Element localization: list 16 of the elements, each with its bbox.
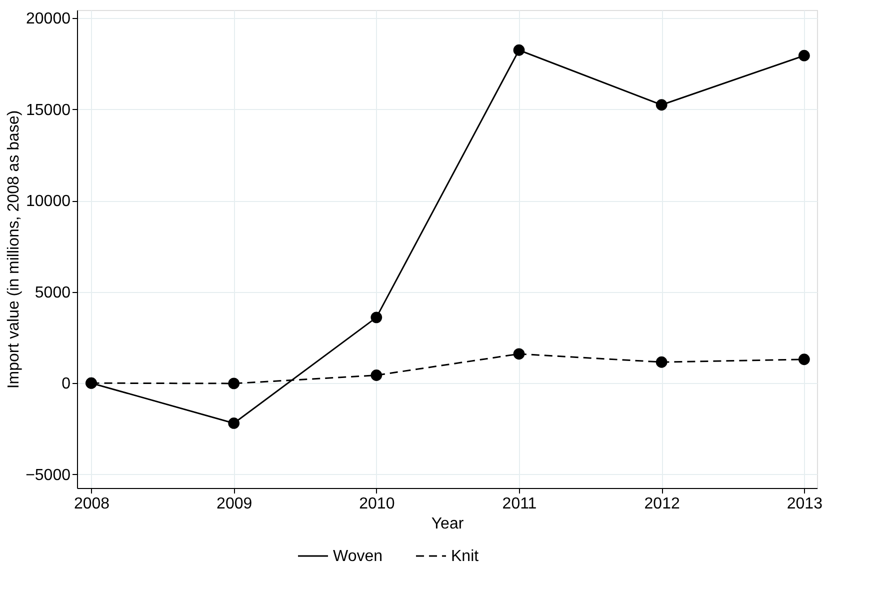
y-tick-label: 10000 [26,193,71,210]
y-tick-label: −5000 [26,466,71,484]
x-tick-label: 2008 [74,496,110,512]
y-axis-title: Import value (in millions, 2008 as base) [6,110,23,389]
x-tick-label: 2009 [216,496,252,512]
y-tick-label: 0 [62,376,71,393]
x-axis-title: Year [431,516,464,532]
legend-label: Woven [333,548,383,565]
y-tick-label: 20000 [26,10,71,28]
y-tick-label: 5000 [34,284,71,302]
y-tick-label: 15000 [26,102,71,119]
x-tick-label: 2011 [502,496,537,512]
x-tick-label: 2013 [786,496,823,512]
legend-label: Knit [451,548,480,565]
x-tick-label: 2012 [644,496,680,512]
x-tick-label: 2010 [359,496,395,512]
